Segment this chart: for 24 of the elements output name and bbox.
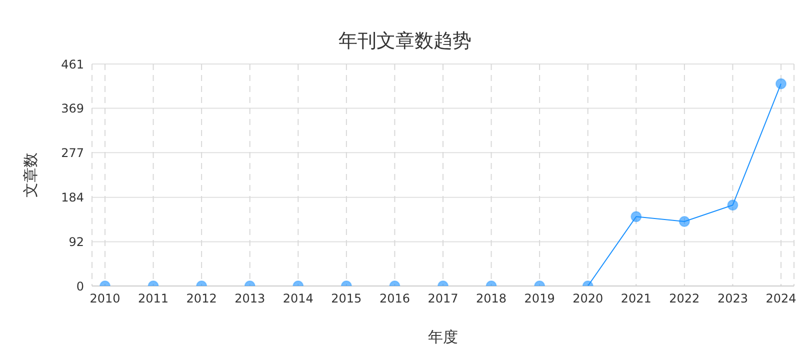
- x-tick-label: 2016: [379, 292, 410, 306]
- y-tick-label: 277: [61, 146, 84, 160]
- x-tick-label: 2017: [428, 292, 458, 306]
- y-tick-label: 0: [76, 279, 84, 294]
- y-tick-label: 369: [61, 102, 84, 116]
- x-tick-label: 2021: [620, 292, 652, 306]
- x-tick-label: 2018: [476, 292, 507, 306]
- x-tick-label: 2022: [669, 292, 700, 306]
- x-tick-label: 2020: [572, 292, 604, 306]
- x-tick-label: 2013: [234, 292, 266, 306]
- y-axis-title: 文章数: [21, 152, 40, 198]
- y-tick-label: 184: [61, 190, 84, 205]
- y-tick-label: 92: [68, 234, 84, 249]
- x-axis-title: 年度: [428, 328, 458, 346]
- x-tick-label: 2015: [331, 292, 362, 306]
- x-tick-label: 2011: [138, 292, 169, 306]
- chart-title: 年刊文章数趋势: [338, 29, 472, 54]
- x-tick-label: 2014: [282, 292, 314, 306]
- x-tick-label: 2019: [524, 292, 555, 306]
- x-tick-label: 2010: [90, 292, 120, 306]
- x-tick-label: 2024: [766, 292, 796, 306]
- y-tick-label: 461: [61, 57, 84, 72]
- x-tick-label: 2023: [717, 292, 748, 306]
- x-tick-label: 2012: [186, 292, 217, 306]
